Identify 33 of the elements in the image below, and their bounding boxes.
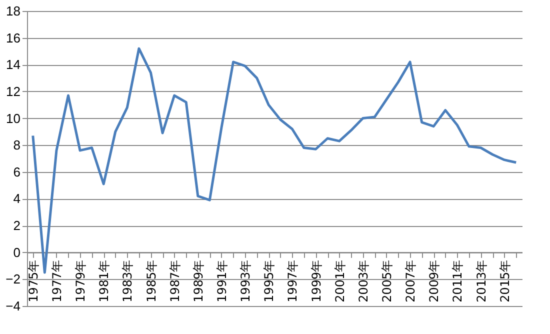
x-tick-label: 1997年 (286, 260, 300, 302)
x-tick-label: 1977年 (50, 260, 64, 302)
y-tick-label: 8 (13, 138, 20, 153)
y-tick-label: 10 (6, 110, 20, 126)
x-tick-label: 1975年 (26, 260, 40, 302)
x-tick-label: 1979年 (74, 260, 88, 302)
x-tick-label: 2009年 (427, 260, 442, 302)
y-tick-label: 4 (13, 191, 20, 206)
x-tick-label: 2015年 (498, 260, 512, 302)
y-tick-label: 6 (13, 164, 20, 180)
y-tick-label: 18 (6, 4, 20, 18)
y-tick-label: 16 (6, 30, 20, 46)
x-tick-label: 2003年 (356, 260, 370, 302)
y-tick-label: −4 (6, 298, 20, 314)
y-tick-label: 12 (6, 84, 20, 99)
x-tick-label: 2007年 (404, 260, 418, 302)
x-tick-label: 1987年 (168, 260, 182, 302)
y-tick-label: 14 (6, 57, 20, 72)
x-tick-label: 2013年 (474, 260, 488, 302)
x-tick-label: 1989年 (191, 260, 206, 302)
y-tick-label: −2 (6, 272, 20, 287)
x-tick-label: 1983年 (120, 260, 135, 302)
x-tick-label: 1995年 (262, 260, 276, 302)
x-tick-label: 1981年 (97, 260, 112, 302)
x-tick-label: 1999年 (309, 260, 324, 302)
x-tick-label: 2005年 (380, 260, 394, 302)
x-tick-label: 2001年 (332, 260, 347, 302)
x-tick-label: 1991年 (214, 260, 229, 302)
y-tick-label: 0 (13, 244, 20, 260)
y-tick-label: 2 (13, 218, 20, 234)
x-tick-label: 1985年 (144, 260, 158, 302)
x-tick-label: 2011年 (450, 260, 465, 302)
x-tick-label: 1993年 (238, 260, 253, 302)
